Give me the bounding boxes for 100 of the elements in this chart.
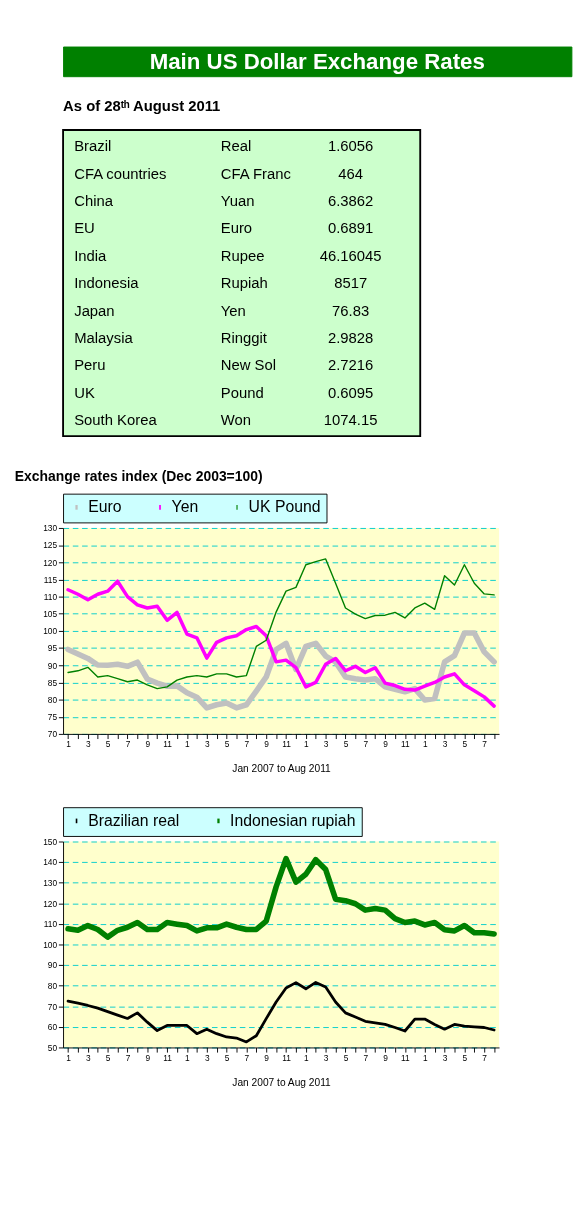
text: 46.16045: [319, 247, 382, 264]
y-tick-label: 100: [43, 939, 58, 950]
legend-label: Yen: [171, 498, 199, 515]
text: Main US Dollar Exchange Rates: [149, 48, 485, 74]
x-tick-label: 7: [363, 1052, 369, 1063]
line-series: [67, 558, 495, 690]
text: Rupiah: [220, 275, 268, 292]
legend-label: Indonesian rupiah: [230, 811, 356, 829]
x-tick-label: 5: [224, 1052, 230, 1063]
text: Ringgit: [220, 329, 268, 346]
x-tick-label: 11: [401, 1052, 411, 1063]
text: South Korea: [74, 412, 158, 429]
x-tick-label: 3: [442, 1052, 448, 1063]
x-tick-label: 11: [401, 739, 411, 750]
y-tick-label: 85: [47, 677, 58, 688]
text: CFA countries: [74, 165, 167, 182]
text: Japan: [74, 302, 115, 319]
text: EU: [74, 220, 95, 237]
y-tick-label: 80: [47, 980, 58, 991]
text: 464: [338, 165, 364, 182]
y-tick-label: 80: [47, 694, 58, 705]
text: Peru: [74, 357, 106, 374]
x-tick-label: 9: [264, 1052, 270, 1063]
x-tick-label: 5: [343, 1052, 349, 1063]
x-tick-label: 5: [105, 739, 111, 750]
x-tick-label: 7: [482, 739, 488, 750]
x-tick-label: 1: [303, 1052, 309, 1063]
x-tick-label: 9: [383, 739, 389, 750]
line-series: [66, 579, 496, 708]
text: 6.3862: [327, 193, 374, 210]
text: 8517: [334, 275, 368, 292]
y-tick-label: 110: [43, 591, 58, 602]
legend-label: Euro: [88, 498, 122, 515]
text: 76.83: [332, 302, 370, 319]
y-tick-label: 130: [43, 523, 58, 534]
x-tick-label: 11: [163, 1052, 173, 1063]
y-tick-label: 130: [43, 877, 58, 888]
x-tick-label: 1: [185, 1052, 191, 1063]
text: UK: [74, 384, 95, 401]
text: 0.6891: [327, 220, 374, 237]
x-tick-label: 7: [482, 1052, 488, 1063]
x-tick-label: 3: [204, 739, 210, 750]
text: 1074.15: [323, 412, 378, 429]
text: China: [74, 193, 114, 210]
text: Real: [220, 138, 252, 155]
x-tick-label: 3: [86, 739, 91, 750]
x-tick-label: 1: [303, 739, 309, 750]
x-tick-label: 9: [383, 1052, 389, 1063]
y-tick-label: 75: [47, 712, 58, 723]
y-tick-label: 70: [47, 1001, 58, 1012]
x-axis-title: Jan 2007 to Aug 2011: [232, 1076, 332, 1088]
x-tick-label: 5: [462, 739, 468, 750]
text: Won: [220, 412, 252, 429]
y-tick-label: 110: [43, 919, 58, 930]
y-tick-label: 70: [47, 729, 58, 740]
text: Indonesia: [74, 275, 140, 292]
y-tick-label: 100: [43, 626, 58, 637]
x-tick-label: 7: [125, 739, 131, 750]
y-tick-label: 60: [47, 1022, 58, 1033]
x-tick-label: 3: [204, 1052, 210, 1063]
y-tick-label: 150: [43, 836, 58, 847]
legend-label: UK Pound: [248, 498, 321, 515]
y-tick-label: 120: [43, 898, 58, 909]
x-axis-title: Jan 2007 to Aug 2011: [232, 763, 332, 775]
text: New Sol: [220, 357, 276, 374]
text: Euro: [220, 220, 253, 237]
y-tick-label: 105: [43, 609, 58, 620]
x-tick-label: 11: [282, 739, 292, 750]
x-tick-label: 7: [363, 739, 369, 750]
text: As of 28ᵗʰ August 2011: [63, 97, 221, 114]
x-tick-label: 11: [282, 1052, 292, 1063]
text: Yuan: [220, 193, 255, 210]
line-series: [66, 981, 496, 1044]
x-tick-label: 9: [264, 739, 270, 750]
y-tick-label: 95: [47, 643, 58, 654]
x-tick-label: 1: [66, 1052, 72, 1063]
chart-title: Exchange rates index (Dec 2003=100): [14, 468, 263, 485]
text: Brazil: [74, 138, 112, 155]
text: 1.6056: [327, 138, 374, 155]
y-tick-label: 120: [43, 557, 58, 568]
text: Yen: [220, 302, 246, 319]
text: Malaysia: [74, 329, 134, 346]
x-tick-label: 3: [86, 1052, 91, 1063]
x-tick-label: 7: [244, 1052, 250, 1063]
x-tick-label: 1: [422, 739, 428, 750]
x-tick-label: 9: [145, 1052, 151, 1063]
x-tick-label: 11: [163, 739, 173, 750]
x-tick-label: 1: [185, 739, 191, 750]
y-tick-label: 50: [47, 1042, 58, 1053]
x-tick-label: 5: [462, 1052, 468, 1063]
text: 0.6095: [327, 384, 374, 401]
x-tick-label: 5: [105, 1052, 111, 1063]
x-tick-label: 5: [343, 739, 349, 750]
y-tick-label: 90: [47, 660, 58, 671]
x-tick-label: 3: [323, 1052, 329, 1063]
x-tick-label: 7: [244, 739, 250, 750]
y-tick-label: 90: [47, 960, 58, 971]
legend-label: Brazilian real: [88, 811, 180, 829]
text: Rupee: [220, 247, 265, 264]
x-tick-label: 1: [422, 1052, 428, 1063]
